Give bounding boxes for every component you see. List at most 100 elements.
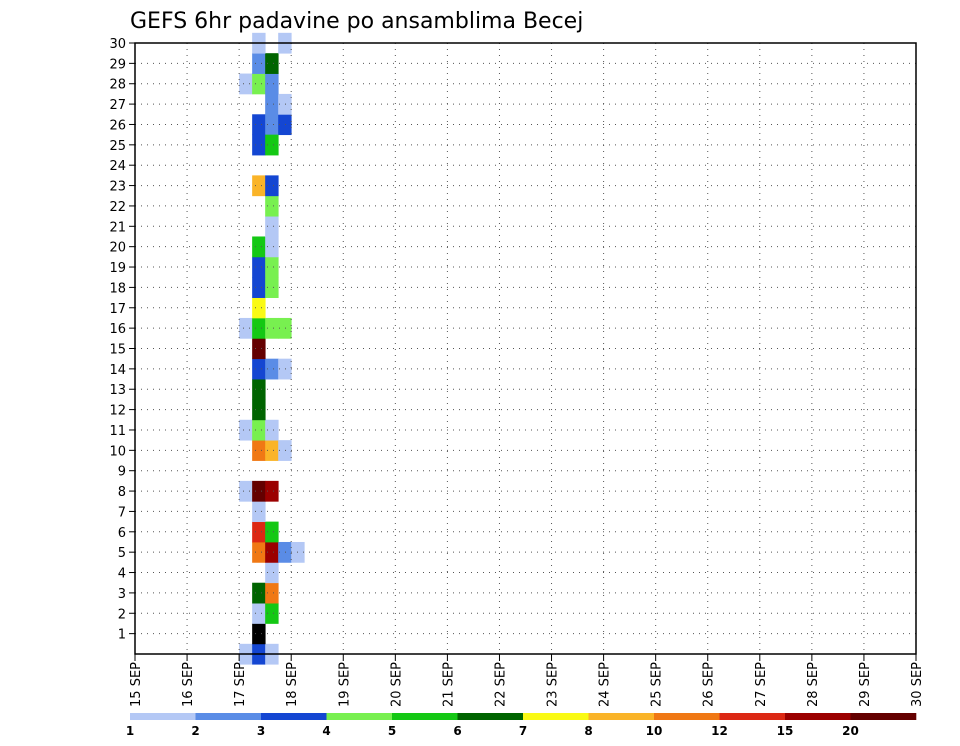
x-tick-label: 23 SEP [546,662,561,707]
x-tick-label: 28 SEP [806,662,821,707]
legend-swatch [261,713,327,720]
legend-label: 3 [257,724,265,738]
legend-swatch [326,713,393,720]
legend-swatch [654,713,720,720]
y-tick-label: 8 [118,485,126,500]
heatmap-cell [265,134,279,156]
y-tick-label: 7 [118,505,126,520]
heatmap-cell [252,236,266,258]
heatmap-cell [278,317,292,339]
legend-swatch [457,713,524,720]
x-tick-label: 16 SEP [181,662,196,707]
y-tick-label: 23 [109,180,126,195]
legend-label: 2 [191,724,199,738]
legend-swatch [523,713,589,720]
legend-swatch [392,713,458,720]
y-tick-label: 21 [109,220,126,235]
x-tick-label: 25 SEP [650,662,665,707]
heatmap-cell [252,440,266,461]
legend-label: 7 [519,724,527,738]
y-tick-label: 15 [109,343,126,358]
heatmap-cell [239,419,253,441]
y-tick-label: 22 [109,200,126,215]
heatmap-cell [252,317,266,339]
heatmap-cell [265,582,279,604]
heatmap-cell [265,175,279,197]
y-tick-label: 28 [109,78,126,93]
y-tick-label: 30 [109,37,126,52]
legend-label: 1 [126,724,134,738]
heatmap-cell [252,541,266,563]
heatmap-cell [252,603,266,624]
heatmap-cell [278,114,292,136]
y-tick-label: 2 [118,607,126,622]
y-tick-label: 16 [109,322,126,337]
heatmap-cell [252,256,266,278]
heatmap-cell [265,480,279,502]
y-tick-label: 29 [109,57,126,72]
y-tick-label: 4 [118,567,126,582]
heatmap-cell [278,93,292,115]
heatmap-cell [252,379,266,400]
legend-label: 6 [453,724,461,738]
heatmap-cell [265,256,279,278]
y-tick-label: 27 [109,98,126,113]
chart-title: GEFS 6hr padavine po ansamblima Becej [130,9,583,34]
y-tick-label: 10 [109,444,126,459]
x-axis-ticks: 15 SEP 16 SEP 17 SEP 18 SEP 19 SEP 20 SEP 21 S… [129,654,925,707]
heatmap-cell [252,114,266,136]
heatmap-cell [265,195,279,217]
heatmap-cell [252,521,266,543]
y-tick-label: 20 [109,241,126,256]
y-tick-label: 12 [109,404,126,419]
heatmap-cell [252,358,266,380]
heatmap-cell [265,216,279,237]
y-tick-label: 25 [109,139,126,154]
x-tick-label: 22 SEP [493,662,508,707]
x-tick-label: 17 SEP [233,662,248,707]
legend-label: 8 [584,724,592,738]
x-tick-label: 27 SEP [754,662,769,707]
legend-swatch [719,713,786,720]
legend-swatch [588,713,655,720]
heatmap-cell [265,440,279,461]
legend-swatch [195,713,262,720]
y-tick-label: 6 [118,526,126,541]
legend-swatch [130,713,196,720]
color-legend: 1 2 3 4 5 6 7 8 10 12 15 20 [126,713,917,738]
y-tick-label: 5 [118,546,126,561]
legend-swatch [850,713,917,720]
heatmap-cell [265,236,279,258]
x-tick-label: 26 SEP [702,662,717,707]
legend-label: 12 [711,724,728,738]
heatmap-cell [252,338,266,360]
heatmap-cell [252,53,266,74]
heatmap-cell [265,93,279,115]
heatmap-cell [252,399,266,421]
heatmap-cell [252,480,266,502]
heatmap-cell [278,440,292,461]
heatmap-cell [265,521,279,543]
y-tick-label: 9 [118,465,126,480]
heatmap-cell [265,317,279,339]
heatmap-cells [239,32,305,665]
y-tick-label: 24 [109,159,126,174]
y-tick-label: 19 [109,261,126,276]
heatmap-cell [265,562,279,584]
x-tick-label: 20 SEP [389,662,404,707]
y-tick-label: 13 [109,383,126,398]
heatmap-cell [252,73,266,95]
heatmap-cell [265,358,279,380]
legend-label: 10 [646,724,663,738]
x-tick-label: 15 SEP [129,662,144,707]
heatmap-cell [252,582,266,604]
heatmap-cell [239,317,253,339]
legend-swatch [785,713,851,720]
x-tick-label: 29 SEP [858,662,873,707]
heatmap-cell [265,419,279,441]
heatmap-cell [265,541,279,563]
y-tick-label: 1 [118,628,126,643]
heatmap-cell [252,134,266,156]
legend-label: 20 [842,724,859,738]
